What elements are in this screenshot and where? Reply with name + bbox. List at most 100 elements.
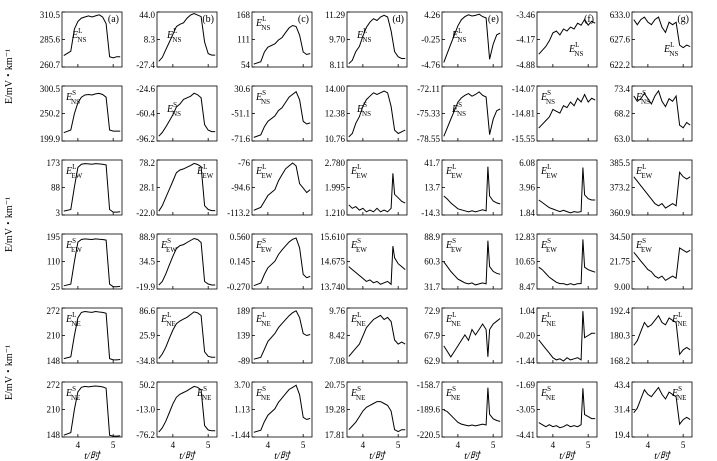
series-line-r3c2 [253, 237, 311, 287]
y-axis-label-1: E/mV・km⁻¹ [4, 197, 15, 252]
series-label-r3c0: ES EW [65, 237, 82, 254]
y-tick-label-r4c4-1: 67.9 [424, 331, 440, 341]
series-label-r5c5: ES NE [540, 385, 555, 402]
y-tick-label-r2c3-1: 1.995 [325, 183, 346, 193]
y-tick-label-r0c6-0: 633.0 [610, 10, 631, 20]
y-axis-label-0: E/mV・km⁻¹ [4, 49, 15, 104]
y-tick-label-r5c0-0: 272 [47, 380, 61, 390]
y-tick-label-r3c1-0: 88.9 [139, 232, 155, 242]
y-tick-label-r4c0-2: 148 [47, 356, 61, 366]
y-tick-label-r4c4-0: 72.9 [424, 306, 440, 316]
y-tick-label-r1c6-1: 68.2 [614, 109, 630, 119]
y-tick-label-r3c0-2: 25 [51, 282, 61, 292]
series-line-r4c5 [538, 311, 596, 362]
y-tick-label-r2c5-0: 6.08 [519, 158, 535, 168]
x-tick-label-r5c0-1: 5 [111, 440, 116, 450]
series-line-r2c4 [443, 166, 501, 213]
series-line-r1c0 [63, 92, 121, 134]
y-tick-label-r3c2-2: -0.270 [227, 282, 251, 292]
y-tick-label-r4c3-2: 7.08 [329, 356, 345, 366]
series-label-r0c4: EL NS [451, 27, 466, 44]
y-tick-label-r2c0-0: 173 [47, 158, 61, 168]
y-tick-label-r0c2-2: 54 [241, 60, 251, 70]
series-label-r3c4: ES EW [445, 237, 462, 254]
y-tick-label-r3c6-1: 21.75 [610, 257, 631, 267]
y-tick-label-r2c1-1: 28.1 [139, 183, 155, 193]
y-tick-label-r1c3-2: 10.76 [325, 134, 346, 144]
series-line-r5c6 [633, 386, 691, 426]
series-line-r2c1 [158, 162, 216, 212]
x-axis-label-2: t/时 [274, 450, 292, 461]
y-tick-label-r5c0-2: 148 [47, 430, 61, 440]
series-label-r0c5: EL NS [568, 41, 583, 58]
y-tick-label-r5c1-0: 50.2 [139, 380, 155, 390]
y-tick-label-r2c2-0: -76 [238, 158, 250, 168]
series-label-r0c1: EL NS [166, 27, 181, 44]
series-line-r3c3 [348, 246, 406, 286]
y-tick-label-r2c4-2: -14.3 [421, 208, 440, 218]
y-tick-label-r2c6-1: 373.2 [610, 183, 630, 193]
y-tick-label-r1c6-2: 63.0 [614, 134, 630, 144]
x-axis-label-6: t/时 [654, 450, 672, 461]
series-line-r0c1 [158, 12, 216, 62]
series-line-r3c0 [63, 238, 121, 288]
series-label-r4c4: EL NE [445, 311, 461, 328]
y-tick-label-r5c6-1: 31.4 [614, 405, 630, 415]
y-tick-label-r5c3-2: 17.81 [325, 430, 345, 440]
y-tick-label-r1c5-1: -14.81 [512, 109, 535, 119]
y-tick-label-r5c5-0: -1.69 [516, 380, 535, 390]
x-tick-label-r5c5-0: 4 [551, 440, 556, 450]
panel-frame-r2c1 [156, 159, 218, 216]
y-tick-label-r4c6-1: 180.3 [610, 331, 631, 341]
y-tick-label-r5c4-1: -189.6 [417, 405, 441, 415]
series-label-r2c4: EL EW [445, 163, 463, 180]
y-tick-label-r1c0-1: 250.2 [40, 109, 60, 119]
series-line-r1c4 [443, 91, 501, 137]
y-tick-label-r0c2-0: 168 [237, 10, 251, 20]
y-tick-label-r5c2-2: -1.44 [231, 430, 250, 440]
series-line-r1c2 [253, 90, 311, 138]
series-label-r1c0: ES NS [65, 89, 80, 106]
panel-letter-1: (b) [202, 14, 214, 25]
y-tick-label-r1c3-0: 14.00 [325, 84, 346, 94]
series-line-r0c4 [443, 13, 501, 63]
series-label-r5c2: ES NE [255, 385, 270, 402]
series-label-r3c3: ES EW [350, 237, 367, 254]
y-tick-label-r2c1-0: 78.2 [139, 158, 155, 168]
y-tick-label-r3c2-0: 0.560 [230, 232, 251, 242]
series-line-r2c0 [63, 163, 121, 213]
panel-letter-4: (e) [488, 14, 499, 25]
y-tick-label-r0c6-1: 627.6 [610, 35, 631, 45]
y-tick-label-r4c2-0: 189 [237, 306, 251, 316]
y-tick-label-r1c2-0: 30.6 [234, 84, 250, 94]
series-line-r1c5 [538, 93, 596, 129]
y-tick-label-r5c3-1: 19.28 [325, 405, 346, 415]
y-tick-label-r5c5-2: -4.41 [516, 430, 535, 440]
y-tick-label-r0c5-1: -4.17 [516, 35, 535, 45]
x-tick-label-r5c4-0: 4 [456, 440, 461, 450]
y-tick-label-r0c1-0: 44.0 [139, 10, 155, 20]
y-tick-label-r4c1-0: 86.6 [139, 306, 155, 316]
y-tick-label-r5c0-1: 210 [47, 405, 61, 415]
series-line-r4c6 [633, 314, 691, 356]
y-tick-label-r0c3-0: 11.29 [325, 10, 345, 20]
series-line-r4c3 [348, 314, 406, 357]
y-tick-label-r4c0-1: 210 [47, 331, 61, 341]
series-line-r0c2 [253, 24, 311, 65]
series-line-r0c5 [538, 18, 596, 55]
y-tick-label-r3c3-0: 15.610 [320, 232, 345, 242]
y-tick-label-r3c6-0: 34.50 [610, 232, 631, 242]
x-tick-label-r5c3-0: 4 [361, 440, 366, 450]
x-tick-label-r5c1-1: 5 [206, 440, 211, 450]
series-label-r5c0: ES NE [65, 385, 80, 402]
y-tick-label-r2c0-2: 3 [56, 208, 61, 218]
y-tick-label-r3c2-1: 0.145 [230, 257, 251, 267]
series-label-r2c3: EL EW [350, 163, 368, 180]
series-label-r2c6: EL EW [635, 163, 653, 180]
y-tick-label-r4c2-2: -89 [238, 356, 250, 366]
y-tick-label-r3c0-0: 195 [47, 232, 61, 242]
y-tick-label-r3c1-2: -19.9 [136, 282, 155, 292]
x-axis-label-0: t/时 [84, 450, 102, 461]
y-tick-label-r2c1-2: -22.0 [136, 208, 155, 218]
series-line-r3c4 [443, 240, 501, 286]
